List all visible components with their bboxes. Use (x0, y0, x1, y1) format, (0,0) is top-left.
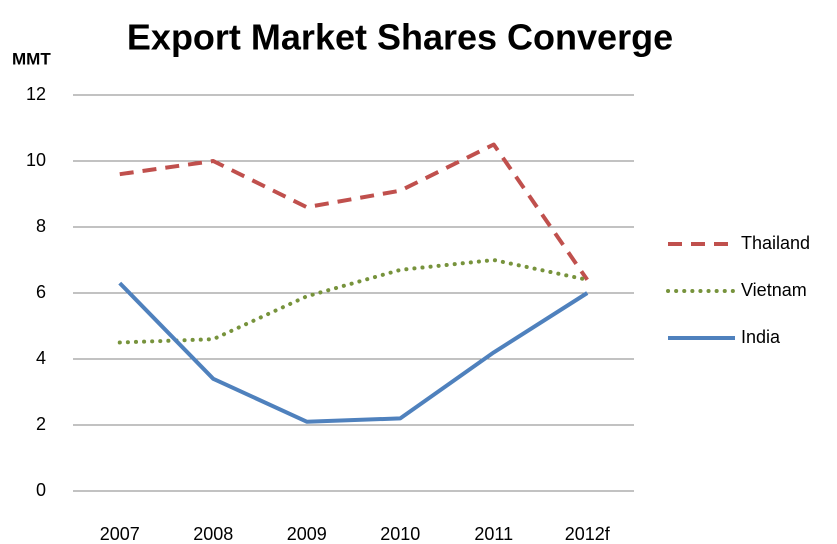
x-tick-label: 2011 (474, 524, 513, 544)
series-line (118, 281, 589, 424)
y-tick-label: 6 (36, 282, 46, 302)
series-line (119, 142, 589, 281)
y-tick-label: 8 (36, 216, 46, 236)
y-tick-label: 0 (36, 480, 46, 500)
x-tick-label: 2012f (565, 524, 611, 544)
legend-label: Vietnam (741, 280, 807, 300)
y-tick-label: 10 (26, 150, 46, 170)
y-tick-label: 4 (36, 348, 46, 368)
y-tick-label: 2 (36, 414, 46, 434)
legend-label: India (741, 327, 781, 347)
chart-title: Export Market Shares Converge (127, 17, 673, 58)
y-tick-label: 12 (26, 84, 46, 104)
x-tick-label: 2009 (287, 524, 327, 544)
legend-label: Thailand (741, 233, 810, 253)
x-tick-label: 2010 (380, 524, 420, 544)
y-axis-label: MMT (12, 49, 51, 68)
series-line (117, 258, 590, 345)
x-tick-label: 2007 (100, 524, 140, 544)
x-tick-label: 2008 (193, 524, 233, 544)
